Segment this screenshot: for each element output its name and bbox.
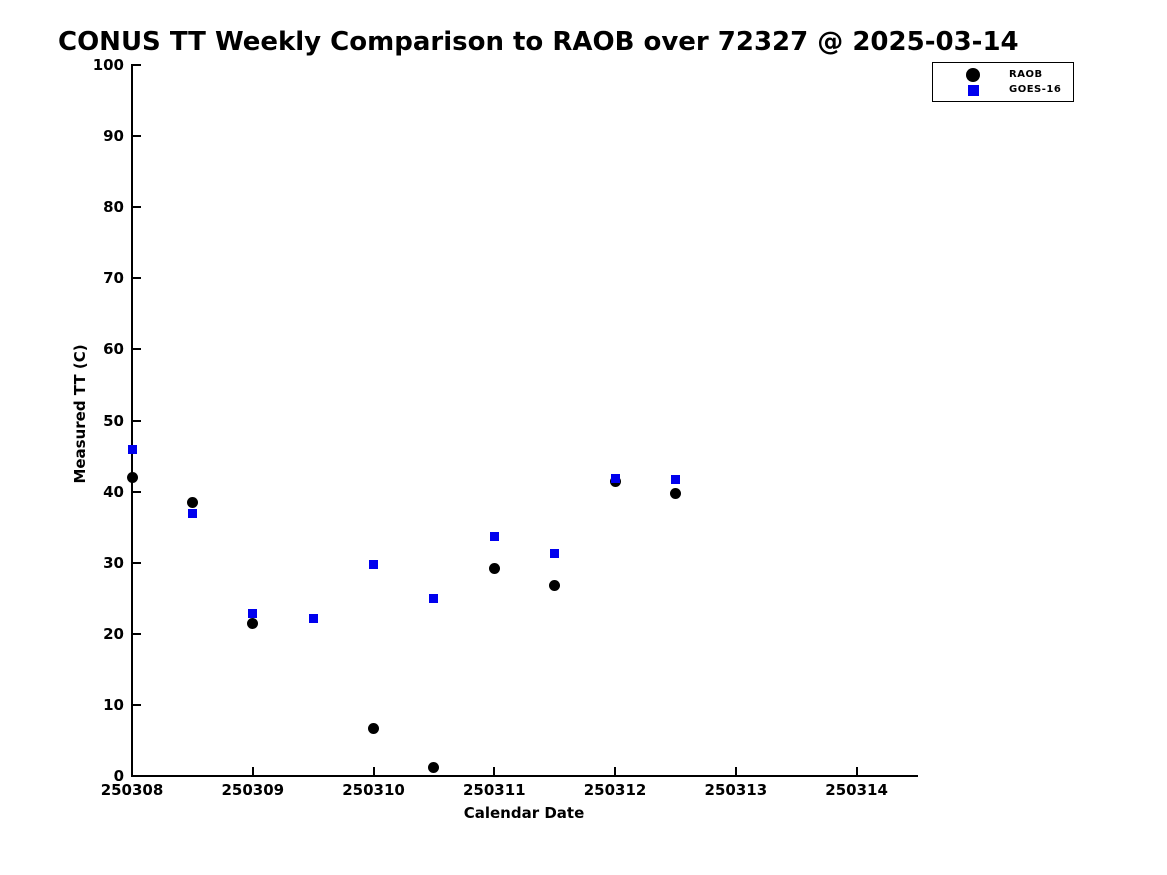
y-tick-label: 50 [103, 411, 124, 430]
x-tick [493, 767, 496, 775]
y-tick [133, 64, 141, 66]
y-tick-label: 10 [103, 695, 124, 714]
x-tick-label: 250312 [583, 781, 647, 799]
data-point-raob [186, 497, 198, 509]
x-tick-label: 250311 [462, 781, 526, 799]
chart-title: CONUS TT Weekly Comparison to RAOB over … [58, 27, 1019, 57]
data-point-goes-16 [248, 608, 258, 618]
data-point-goes-16 [610, 474, 620, 484]
x-tick-label: 250313 [704, 781, 768, 799]
y-tick [133, 632, 141, 635]
y-tick-label: 90 [103, 127, 124, 146]
data-point-raob [488, 562, 500, 574]
data-point-raob [368, 722, 380, 734]
x-tick [855, 767, 858, 775]
data-point-goes-16 [550, 548, 560, 558]
y-tick-label: 80 [103, 198, 124, 217]
y-tick [133, 419, 141, 422]
data-point-goes-16 [369, 560, 379, 570]
x-tick-label: 250310 [342, 781, 405, 799]
data-point-goes-16 [670, 475, 680, 484]
y-tick [133, 135, 141, 138]
x-axis-line [131, 775, 918, 777]
legend-entry-goes16: GOES-16 [933, 83, 1073, 98]
data-point-goes-16 [127, 445, 137, 455]
x-tick [734, 767, 737, 775]
y-tick [133, 277, 141, 280]
data-point-raob [126, 471, 138, 483]
x-axis-label: Calendar Date [463, 804, 585, 822]
y-tick-label: 30 [103, 553, 124, 572]
x-tick [372, 767, 375, 775]
y-tick [133, 561, 141, 564]
legend-entry-raob: RAOB [933, 68, 1073, 83]
data-point-raob [247, 617, 259, 629]
x-tick [131, 767, 133, 775]
y-tick-label: 40 [103, 482, 124, 501]
y-tick-label: 70 [103, 269, 124, 288]
x-tick [614, 767, 617, 775]
x-tick-label: 250314 [825, 781, 888, 799]
y-tick-label: 20 [103, 624, 124, 643]
goes16-square-marker-icon [968, 85, 979, 96]
y-tick-label: 100 [92, 56, 124, 74]
data-point-raob [428, 761, 440, 773]
legend-label-raob: RAOB [1009, 69, 1043, 80]
y-axis-line [131, 64, 133, 777]
y-tick-label: 0 [113, 767, 124, 785]
y-tick [133, 348, 141, 351]
raob-circle-marker-icon [966, 68, 980, 82]
data-point-raob [549, 579, 561, 591]
legend: RAOB GOES-16 [932, 62, 1074, 102]
x-tick [251, 767, 254, 775]
legend-label-goes16: GOES-16 [1009, 84, 1062, 95]
y-tick-label: 60 [103, 340, 124, 359]
data-point-goes-16 [187, 509, 197, 519]
data-point-goes-16 [489, 531, 499, 541]
y-tick [133, 703, 141, 706]
x-tick-label: 250309 [221, 781, 285, 799]
data-point-goes-16 [429, 594, 439, 604]
data-point-raob [669, 488, 681, 500]
x-tick-label: 250308 [100, 781, 164, 799]
y-tick [133, 490, 141, 493]
y-tick [133, 206, 141, 209]
y-tick [133, 775, 141, 777]
data-point-goes-16 [308, 613, 318, 623]
